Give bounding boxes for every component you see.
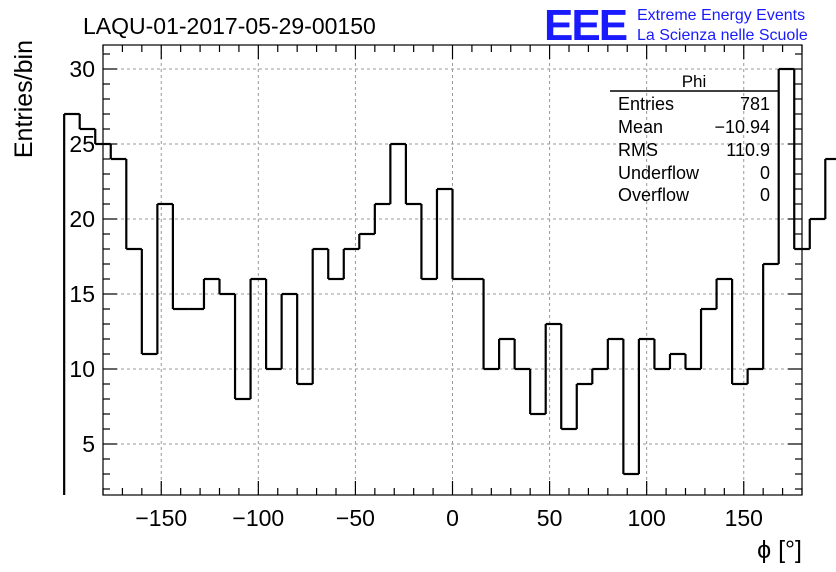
stats-label-entries: Entries (618, 94, 674, 114)
stats-title: Phi (682, 72, 707, 91)
y-tick-label: 10 (69, 356, 95, 382)
y-axis-label: Entries/bin (10, 40, 38, 158)
x-tick-label: 0 (446, 505, 459, 531)
y-tick-label: 15 (69, 281, 95, 307)
stats-label-mean: Mean (618, 117, 663, 137)
stats-value-rms: 110.9 (726, 140, 770, 160)
y-tick-label: 30 (69, 56, 95, 82)
eee-logo: EEE Extreme Energy Events La Scienza nel… (544, 1, 808, 50)
stats-value-overflow: 0 (760, 185, 770, 205)
x-tick-label: −50 (336, 505, 375, 531)
x-tick-label: −100 (232, 505, 284, 531)
histogram-series (63, 67, 836, 495)
stats-label-underflow: Underflow (618, 163, 700, 183)
axes: −150 −100 −50 0 50 100 150 5 10 15 20 25 30 (69, 45, 803, 531)
grid (103, 45, 802, 495)
stats-box: Phi Entries 781 Mean −10.94 RMS 110.9 Un… (610, 72, 778, 205)
stats-value-underflow: 0 (760, 163, 770, 183)
eee-logo-mark: EEE (544, 1, 627, 50)
run-title: LAQU-01-2017-05-29-00150 (83, 13, 376, 39)
x-tick-label: −150 (135, 505, 187, 531)
stats-label-overflow: Overflow (618, 185, 690, 205)
y-tick-label: 5 (82, 431, 95, 457)
y-tick-label: 20 (69, 206, 95, 232)
org-name: Extreme Energy Events (637, 7, 805, 24)
x-tick-label: 50 (537, 505, 563, 531)
stats-label-rms: RMS (618, 140, 658, 160)
y-tick-label: 25 (69, 131, 95, 157)
x-axis-label: ϕ [°] (757, 536, 802, 564)
stats-value-entries: 781 (740, 94, 770, 114)
x-tick-label: 150 (725, 505, 763, 531)
x-tick-label: 100 (627, 505, 665, 531)
org-subtitle: La Scienza nelle Scuole (637, 27, 808, 44)
stats-value-mean: −10.94 (714, 117, 770, 137)
